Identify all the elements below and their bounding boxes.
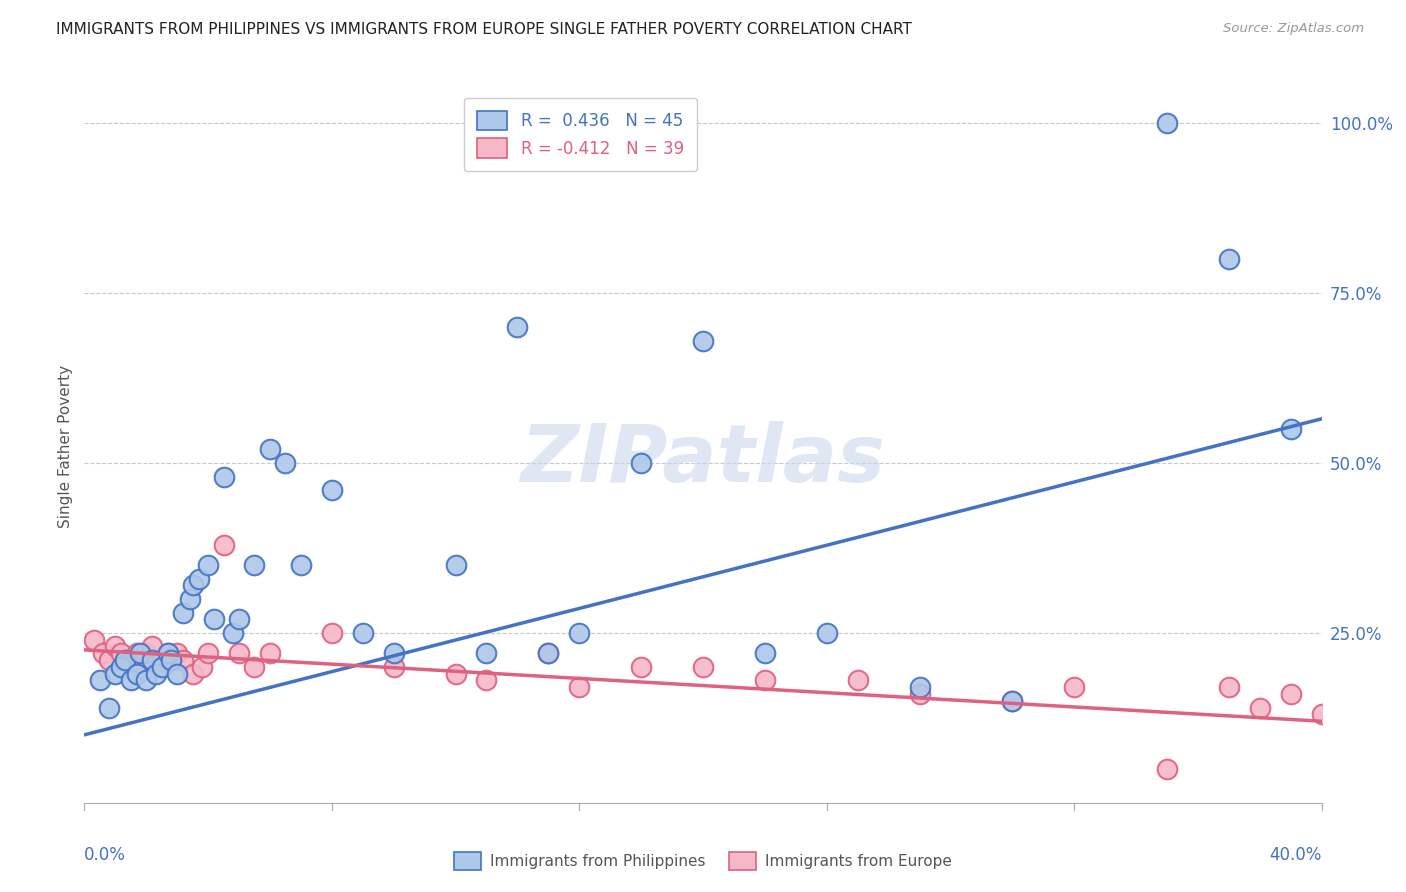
- Point: [1001, 694, 1024, 708]
- Point: [243, 558, 266, 572]
- Text: 40.0%: 40.0%: [1270, 846, 1322, 863]
- Point: [89, 673, 111, 688]
- Point: [191, 660, 214, 674]
- Point: [1063, 680, 1085, 694]
- Point: [114, 653, 136, 667]
- Point: [1279, 687, 1302, 701]
- Point: [259, 442, 281, 457]
- Point: [212, 537, 235, 551]
- Point: [568, 626, 591, 640]
- Point: [172, 606, 194, 620]
- Point: [475, 673, 498, 688]
- Point: [815, 626, 838, 640]
- Point: [222, 626, 245, 640]
- Point: [120, 673, 142, 688]
- Point: [1310, 707, 1333, 722]
- Point: [1218, 252, 1240, 266]
- Text: Source: ZipAtlas.com: Source: ZipAtlas.com: [1223, 22, 1364, 36]
- Point: [125, 646, 148, 660]
- Point: [537, 646, 560, 660]
- Point: [475, 646, 498, 660]
- Point: [150, 653, 173, 667]
- Point: [104, 666, 127, 681]
- Point: [352, 626, 374, 640]
- Point: [321, 483, 343, 498]
- Point: [125, 666, 148, 681]
- Point: [228, 646, 250, 660]
- Text: ZIPatlas: ZIPatlas: [520, 421, 886, 500]
- Point: [444, 666, 467, 681]
- Point: [537, 646, 560, 660]
- Point: [382, 646, 405, 660]
- Point: [1218, 680, 1240, 694]
- Point: [197, 646, 219, 660]
- Point: [568, 680, 591, 694]
- Legend: Immigrants from Philippines, Immigrants from Europe: Immigrants from Philippines, Immigrants …: [447, 846, 959, 876]
- Text: IMMIGRANTS FROM PHILIPPINES VS IMMIGRANTS FROM EUROPE SINGLE FATHER POVERTY CORR: IMMIGRANTS FROM PHILIPPINES VS IMMIGRANT…: [56, 22, 912, 37]
- Y-axis label: Single Father Poverty: Single Father Poverty: [58, 365, 73, 527]
- Point: [91, 646, 114, 660]
- Point: [135, 673, 157, 688]
- Point: [187, 572, 209, 586]
- Legend: R =  0.436   N = 45, R = -0.412   N = 39: R = 0.436 N = 45, R = -0.412 N = 39: [464, 97, 697, 171]
- Point: [228, 612, 250, 626]
- Point: [104, 640, 127, 654]
- Text: 0.0%: 0.0%: [84, 846, 127, 863]
- Point: [243, 660, 266, 674]
- Point: [630, 660, 652, 674]
- Point: [202, 612, 225, 626]
- Point: [83, 632, 105, 647]
- Point: [179, 591, 201, 606]
- Point: [156, 646, 179, 660]
- Point: [846, 673, 869, 688]
- Point: [321, 626, 343, 640]
- Point: [1249, 700, 1271, 714]
- Point: [166, 666, 188, 681]
- Point: [129, 646, 152, 660]
- Point: [145, 666, 167, 681]
- Point: [135, 646, 157, 660]
- Point: [274, 456, 297, 470]
- Point: [141, 653, 163, 667]
- Point: [160, 653, 183, 667]
- Point: [754, 646, 776, 660]
- Point: [181, 578, 204, 592]
- Point: [166, 646, 188, 660]
- Point: [444, 558, 467, 572]
- Point: [98, 653, 121, 667]
- Point: [197, 558, 219, 572]
- Point: [181, 666, 204, 681]
- Point: [506, 320, 529, 334]
- Point: [172, 653, 194, 667]
- Point: [290, 558, 312, 572]
- Point: [1156, 762, 1178, 776]
- Point: [692, 334, 714, 348]
- Point: [908, 680, 931, 694]
- Point: [1156, 116, 1178, 130]
- Point: [630, 456, 652, 470]
- Point: [382, 660, 405, 674]
- Point: [692, 660, 714, 674]
- Point: [259, 646, 281, 660]
- Point: [110, 660, 132, 674]
- Point: [1279, 422, 1302, 436]
- Point: [110, 646, 132, 660]
- Point: [120, 653, 142, 667]
- Point: [212, 469, 235, 483]
- Point: [754, 673, 776, 688]
- Point: [141, 640, 163, 654]
- Point: [908, 687, 931, 701]
- Point: [1001, 694, 1024, 708]
- Point: [98, 700, 121, 714]
- Point: [129, 660, 152, 674]
- Point: [156, 646, 179, 660]
- Point: [150, 660, 173, 674]
